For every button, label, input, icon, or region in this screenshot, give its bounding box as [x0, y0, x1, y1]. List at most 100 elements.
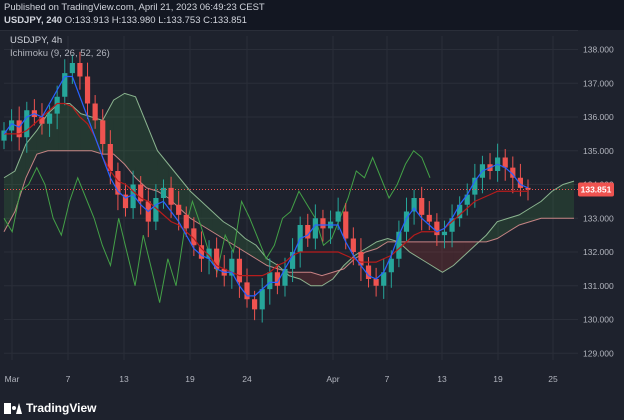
candle-body [130, 184, 136, 209]
cloud-segment [431, 241, 443, 273]
x-tick-label: 19 [493, 374, 503, 384]
candle-body [282, 268, 288, 286]
cloud-segment [91, 117, 103, 155]
candle-body [176, 204, 182, 215]
cloud-segment [223, 221, 235, 246]
cloud-segment [135, 96, 147, 188]
cloud-segment [409, 241, 421, 259]
cloud-segment [113, 93, 125, 165]
cloud-segment [212, 211, 224, 239]
candle-body [69, 63, 75, 74]
price-chart[interactable]: 138.000137.000136.000135.000134.000133.0… [0, 30, 624, 390]
cloud-segment [157, 150, 169, 198]
candle-body [320, 218, 326, 229]
candle-body [46, 113, 53, 124]
candle-body [115, 171, 121, 195]
candle-body [312, 218, 318, 239]
x-tick-label: 19 [185, 374, 195, 384]
candle-body [122, 194, 129, 209]
x-tick-label: 13 [437, 374, 447, 384]
cloud-segment [124, 93, 136, 178]
candle-body [54, 96, 60, 114]
candle-body [153, 198, 159, 222]
x-tick-label: 25 [548, 374, 558, 384]
cloud-segment [475, 235, 487, 246]
candle-body [160, 187, 167, 198]
candle-body [62, 73, 68, 97]
candle-body [100, 120, 106, 144]
x-tick-label: 24 [242, 374, 252, 384]
y-tick-label: 137.000 [583, 78, 614, 88]
symbol-timeframe: USDJPY, 240 [4, 15, 63, 26]
candle-body [16, 120, 22, 138]
candle-body [289, 252, 296, 269]
symbol-ohlc-line: USDJPY, 240 O:133.913 H:133.980 L:133.75… [4, 15, 247, 26]
candle-body [358, 252, 364, 266]
candle-body [419, 198, 425, 215]
legend-symbol[interactable]: USDJPY, 4h [10, 35, 63, 46]
cloud-segment [508, 214, 520, 232]
legend-indicator[interactable]: Ichimoku (9, 26, 52, 26) [10, 48, 110, 59]
cloud-segment [541, 191, 553, 219]
candle-body [381, 272, 387, 286]
y-tick-label: 131.000 [583, 281, 614, 291]
candle-body [214, 248, 220, 269]
candle-body [77, 63, 83, 77]
candle-body [198, 245, 205, 259]
header-bar: Published on TradingView.com, April 21, … [0, 0, 624, 31]
cloud-segment [58, 103, 70, 151]
cloud-segment [102, 100, 114, 155]
cloud-segment [552, 184, 564, 219]
candle-body [335, 211, 341, 222]
cloud-segment [190, 191, 202, 225]
candle-body [92, 103, 98, 121]
candle-body [138, 184, 144, 202]
footer-bar [0, 394, 624, 420]
candle-body [107, 144, 113, 171]
candle-body [457, 204, 463, 219]
candle-body [472, 177, 478, 195]
candle-body [464, 194, 470, 205]
candle-body [525, 187, 531, 190]
candle-body [411, 198, 417, 212]
x-tick-label: Mar [5, 374, 20, 384]
cloud-segment [14, 144, 26, 212]
x-tick-label: 13 [119, 374, 129, 384]
last-price-label: 133.851 [581, 185, 612, 195]
tradingview-brand[interactable]: TradingView [4, 401, 96, 415]
candle-body [305, 225, 311, 239]
y-tick-label: 136.000 [583, 112, 614, 122]
brand-name: TradingView [26, 401, 97, 415]
last-price-badge [578, 182, 614, 197]
x-tick-label: 7 [66, 374, 71, 384]
candle-body [502, 157, 508, 168]
candle-body [441, 231, 448, 236]
x-tick-label: Apr [326, 374, 339, 384]
cloud-segment [80, 113, 92, 151]
candle-body [365, 265, 372, 279]
y-tick-label: 130.000 [583, 315, 614, 325]
cloud-segment [442, 241, 454, 273]
y-tick-label: 135.000 [583, 146, 614, 156]
candle-body [517, 177, 524, 188]
candle-body [396, 231, 402, 259]
candle-body [39, 117, 45, 124]
chart-area[interactable]: 138.000137.000136.000135.000134.000133.0… [0, 30, 624, 390]
cloud-segment [486, 221, 498, 242]
y-tick-label: 132.000 [583, 247, 614, 257]
y-tick-label: 129.000 [583, 348, 614, 358]
candle-body [183, 214, 189, 229]
candle-body [403, 211, 410, 232]
cloud-segment [563, 181, 574, 219]
senkou-span-b-line [3, 150, 574, 277]
published-note: Published on TradingView.com, April 21, … [4, 2, 265, 13]
candle-body [244, 282, 250, 300]
candle-body [267, 272, 273, 290]
candle-body [84, 76, 91, 104]
cloud-segment [453, 241, 465, 266]
candle-body [168, 187, 174, 205]
cloud-segment [321, 272, 333, 286]
y-tick-label: 138.000 [583, 45, 614, 55]
candle-body [8, 120, 15, 131]
cloud-segment [146, 123, 158, 192]
